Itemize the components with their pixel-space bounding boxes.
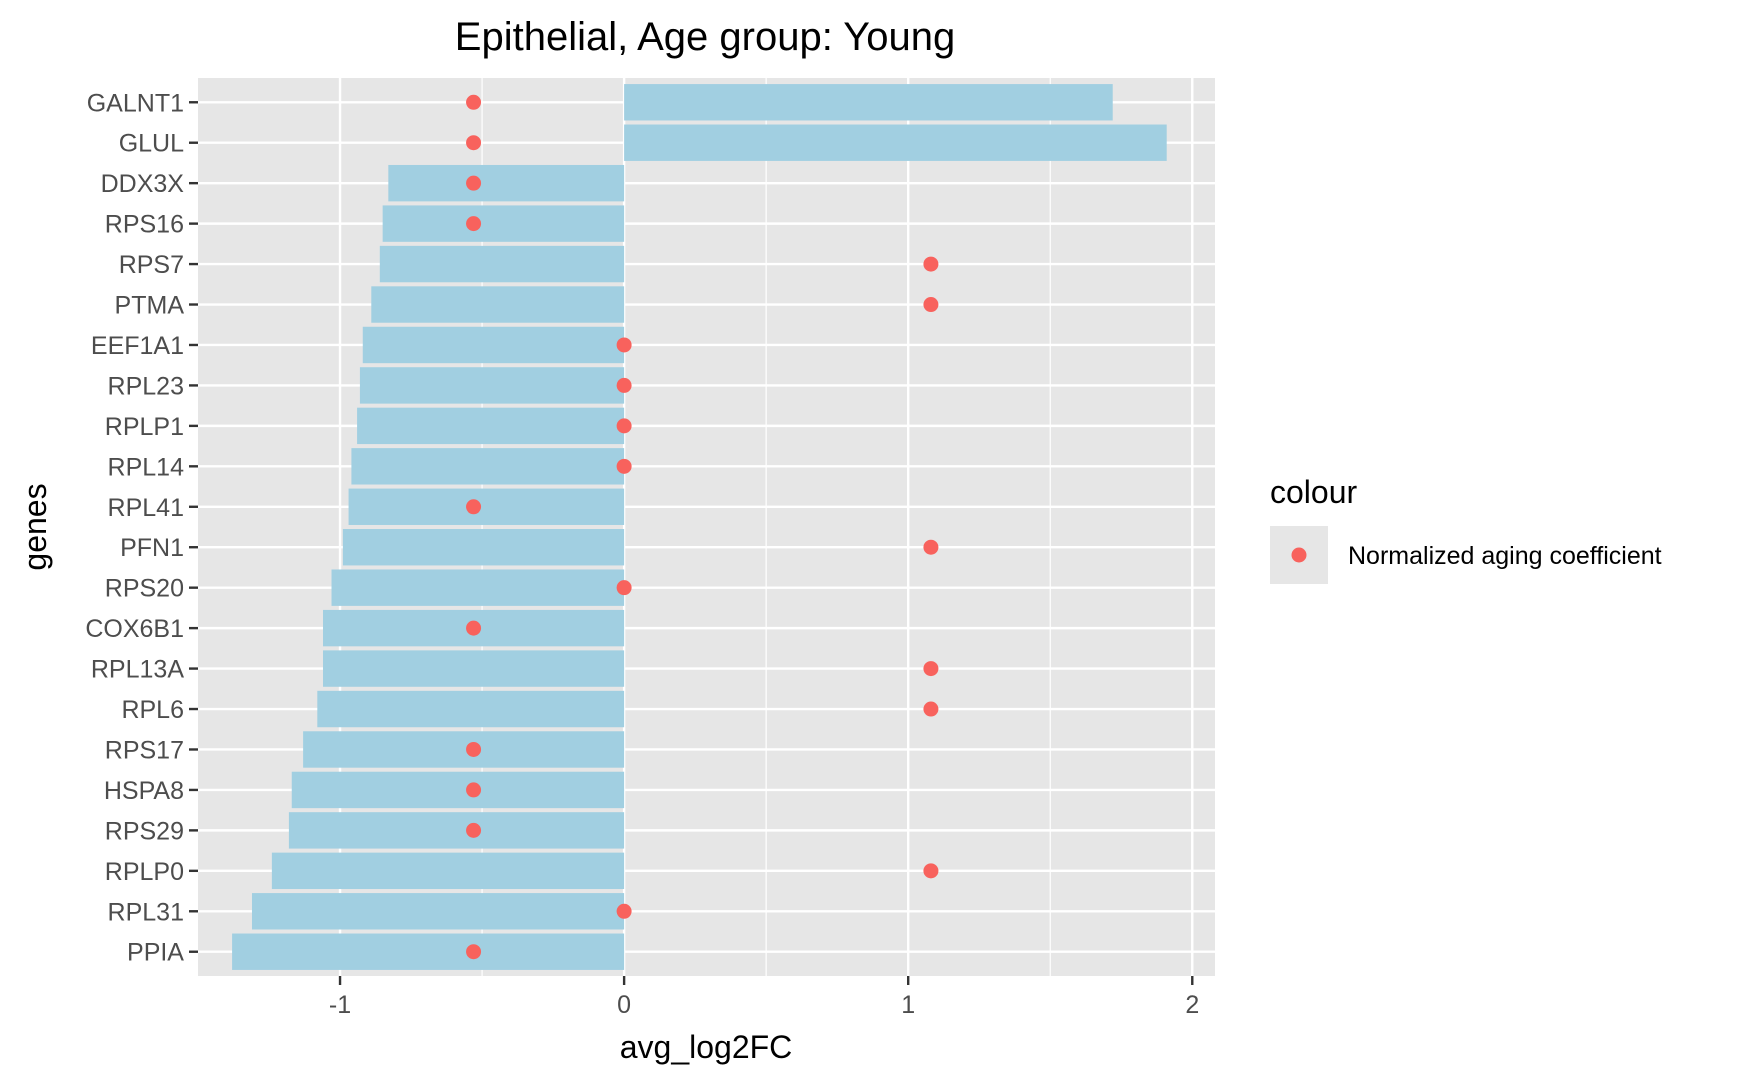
legend-entry-label: Normalized aging coefficient <box>1348 542 1662 570</box>
point-COX6B1 <box>466 620 482 636</box>
point-RPL31 <box>616 903 632 919</box>
bar-PFN1 <box>342 529 625 566</box>
points <box>466 94 939 960</box>
chart-title: Epithelial, Age group: Young <box>455 15 955 59</box>
legend: colour Normalized aging coefficient <box>1270 474 1662 584</box>
y-tick-label-RPL41: RPL41 <box>108 494 184 522</box>
bar-RPL13A <box>322 650 625 687</box>
y-axis-title: genes <box>17 483 53 570</box>
bar-HSPA8 <box>291 771 625 809</box>
bar-RPS29 <box>288 812 625 849</box>
point-RPS29 <box>466 822 482 838</box>
y-tick-label-COX6B1: COX6B1 <box>85 615 184 643</box>
bar-RPLP1 <box>357 407 625 445</box>
point-RPL41 <box>466 499 482 515</box>
point-PPIA <box>466 944 482 960</box>
y-tick-label-GLUL: GLUL <box>119 130 184 158</box>
bar-DDX3X <box>388 164 625 202</box>
y-tick-label-RPL31: RPL31 <box>108 898 184 926</box>
bar-RPLP0 <box>271 852 625 890</box>
legend-title: colour <box>1270 474 1358 510</box>
bar-PPIA <box>232 933 625 970</box>
bar-GALNT1 <box>624 84 1113 121</box>
bar-RPS16 <box>382 205 625 242</box>
y-tick-label-GALNT1: GALNT1 <box>87 89 184 117</box>
bar-RPL23 <box>359 367 625 404</box>
grid-lines <box>198 78 1215 976</box>
bar-RPS17 <box>303 731 625 768</box>
x-tick-label-3: 2 <box>1185 991 1199 1019</box>
point-RPS20 <box>616 580 632 596</box>
point-DDX3X <box>466 175 482 191</box>
x-tick-label-2: 1 <box>901 991 915 1019</box>
point-EEF1A1 <box>616 337 632 353</box>
point-RPL6 <box>923 701 939 717</box>
point-RPLP1 <box>616 418 632 434</box>
y-tick-label-RPS16: RPS16 <box>105 211 184 239</box>
point-HSPA8 <box>466 782 482 798</box>
point-PTMA <box>923 297 939 313</box>
point-RPS7 <box>923 256 939 272</box>
bar-RPL14 <box>351 448 625 485</box>
y-tick-label-RPS17: RPS17 <box>105 736 184 764</box>
point-RPL14 <box>616 458 632 474</box>
point-RPL23 <box>616 377 632 393</box>
point-RPS16 <box>466 216 482 232</box>
point-RPS17 <box>466 741 482 757</box>
y-axis: GALNT1 GLUL DDX3X RPS16 RPS7 PTMA EEF1A1 RPL23 R… <box>85 89 198 967</box>
y-tick-label-RPLP1: RPLP1 <box>105 413 184 441</box>
y-tick-label-RPS20: RPS20 <box>105 575 184 603</box>
x-axis: -1 0 1 2 <box>329 976 1199 1019</box>
bar-RPL6 <box>317 690 625 728</box>
y-tick-label-PFN1: PFN1 <box>120 534 184 562</box>
bar-RPL41 <box>348 488 625 525</box>
y-tick-label-EEF1A1: EEF1A1 <box>91 332 184 360</box>
y-tick-label-RPS7: RPS7 <box>119 251 184 279</box>
point-PFN1 <box>923 539 939 555</box>
x-axis-title: avg_log2FC <box>620 1029 793 1065</box>
y-tick-label-PPIA: PPIA <box>127 939 184 967</box>
y-tick-label-RPLP0: RPLP0 <box>105 858 184 886</box>
bar-GLUL <box>624 124 1167 161</box>
legend-key-point <box>1291 547 1307 563</box>
bars <box>232 84 1167 970</box>
bar-RPL31 <box>251 893 625 930</box>
bar-RPS7 <box>379 245 625 283</box>
bar-PTMA <box>371 286 625 323</box>
x-tick-label-1: 0 <box>617 991 631 1019</box>
y-tick-label-HSPA8: HSPA8 <box>104 777 184 805</box>
point-GLUL <box>466 135 482 151</box>
x-tick-label-0: -1 <box>329 991 351 1019</box>
point-GALNT1 <box>466 94 482 110</box>
y-tick-label-RPL6: RPL6 <box>121 696 184 724</box>
y-tick-label-RPL14: RPL14 <box>108 453 185 481</box>
bar-EEF1A1 <box>362 326 625 364</box>
y-tick-label-RPL23: RPL23 <box>108 372 184 400</box>
bar-RPS20 <box>331 569 625 606</box>
y-tick-label-RPL13A: RPL13A <box>91 656 184 684</box>
y-tick-label-DDX3X: DDX3X <box>101 170 185 198</box>
y-tick-label-PTMA: PTMA <box>115 292 185 320</box>
point-RPLP0 <box>923 863 939 879</box>
y-tick-label-RPS29: RPS29 <box>105 817 184 845</box>
point-RPL13A <box>923 661 939 677</box>
